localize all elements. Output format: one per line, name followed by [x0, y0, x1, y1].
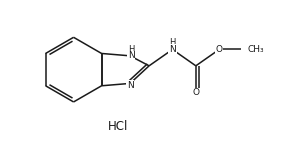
- Text: H: H: [128, 45, 134, 54]
- Text: O: O: [216, 45, 223, 54]
- Text: N: N: [169, 45, 176, 54]
- Text: N: N: [128, 51, 135, 60]
- Text: CH₃: CH₃: [247, 45, 264, 54]
- Text: N: N: [127, 81, 133, 90]
- Text: O: O: [192, 88, 199, 97]
- Text: HCl: HCl: [108, 120, 129, 133]
- Text: H: H: [169, 38, 176, 47]
